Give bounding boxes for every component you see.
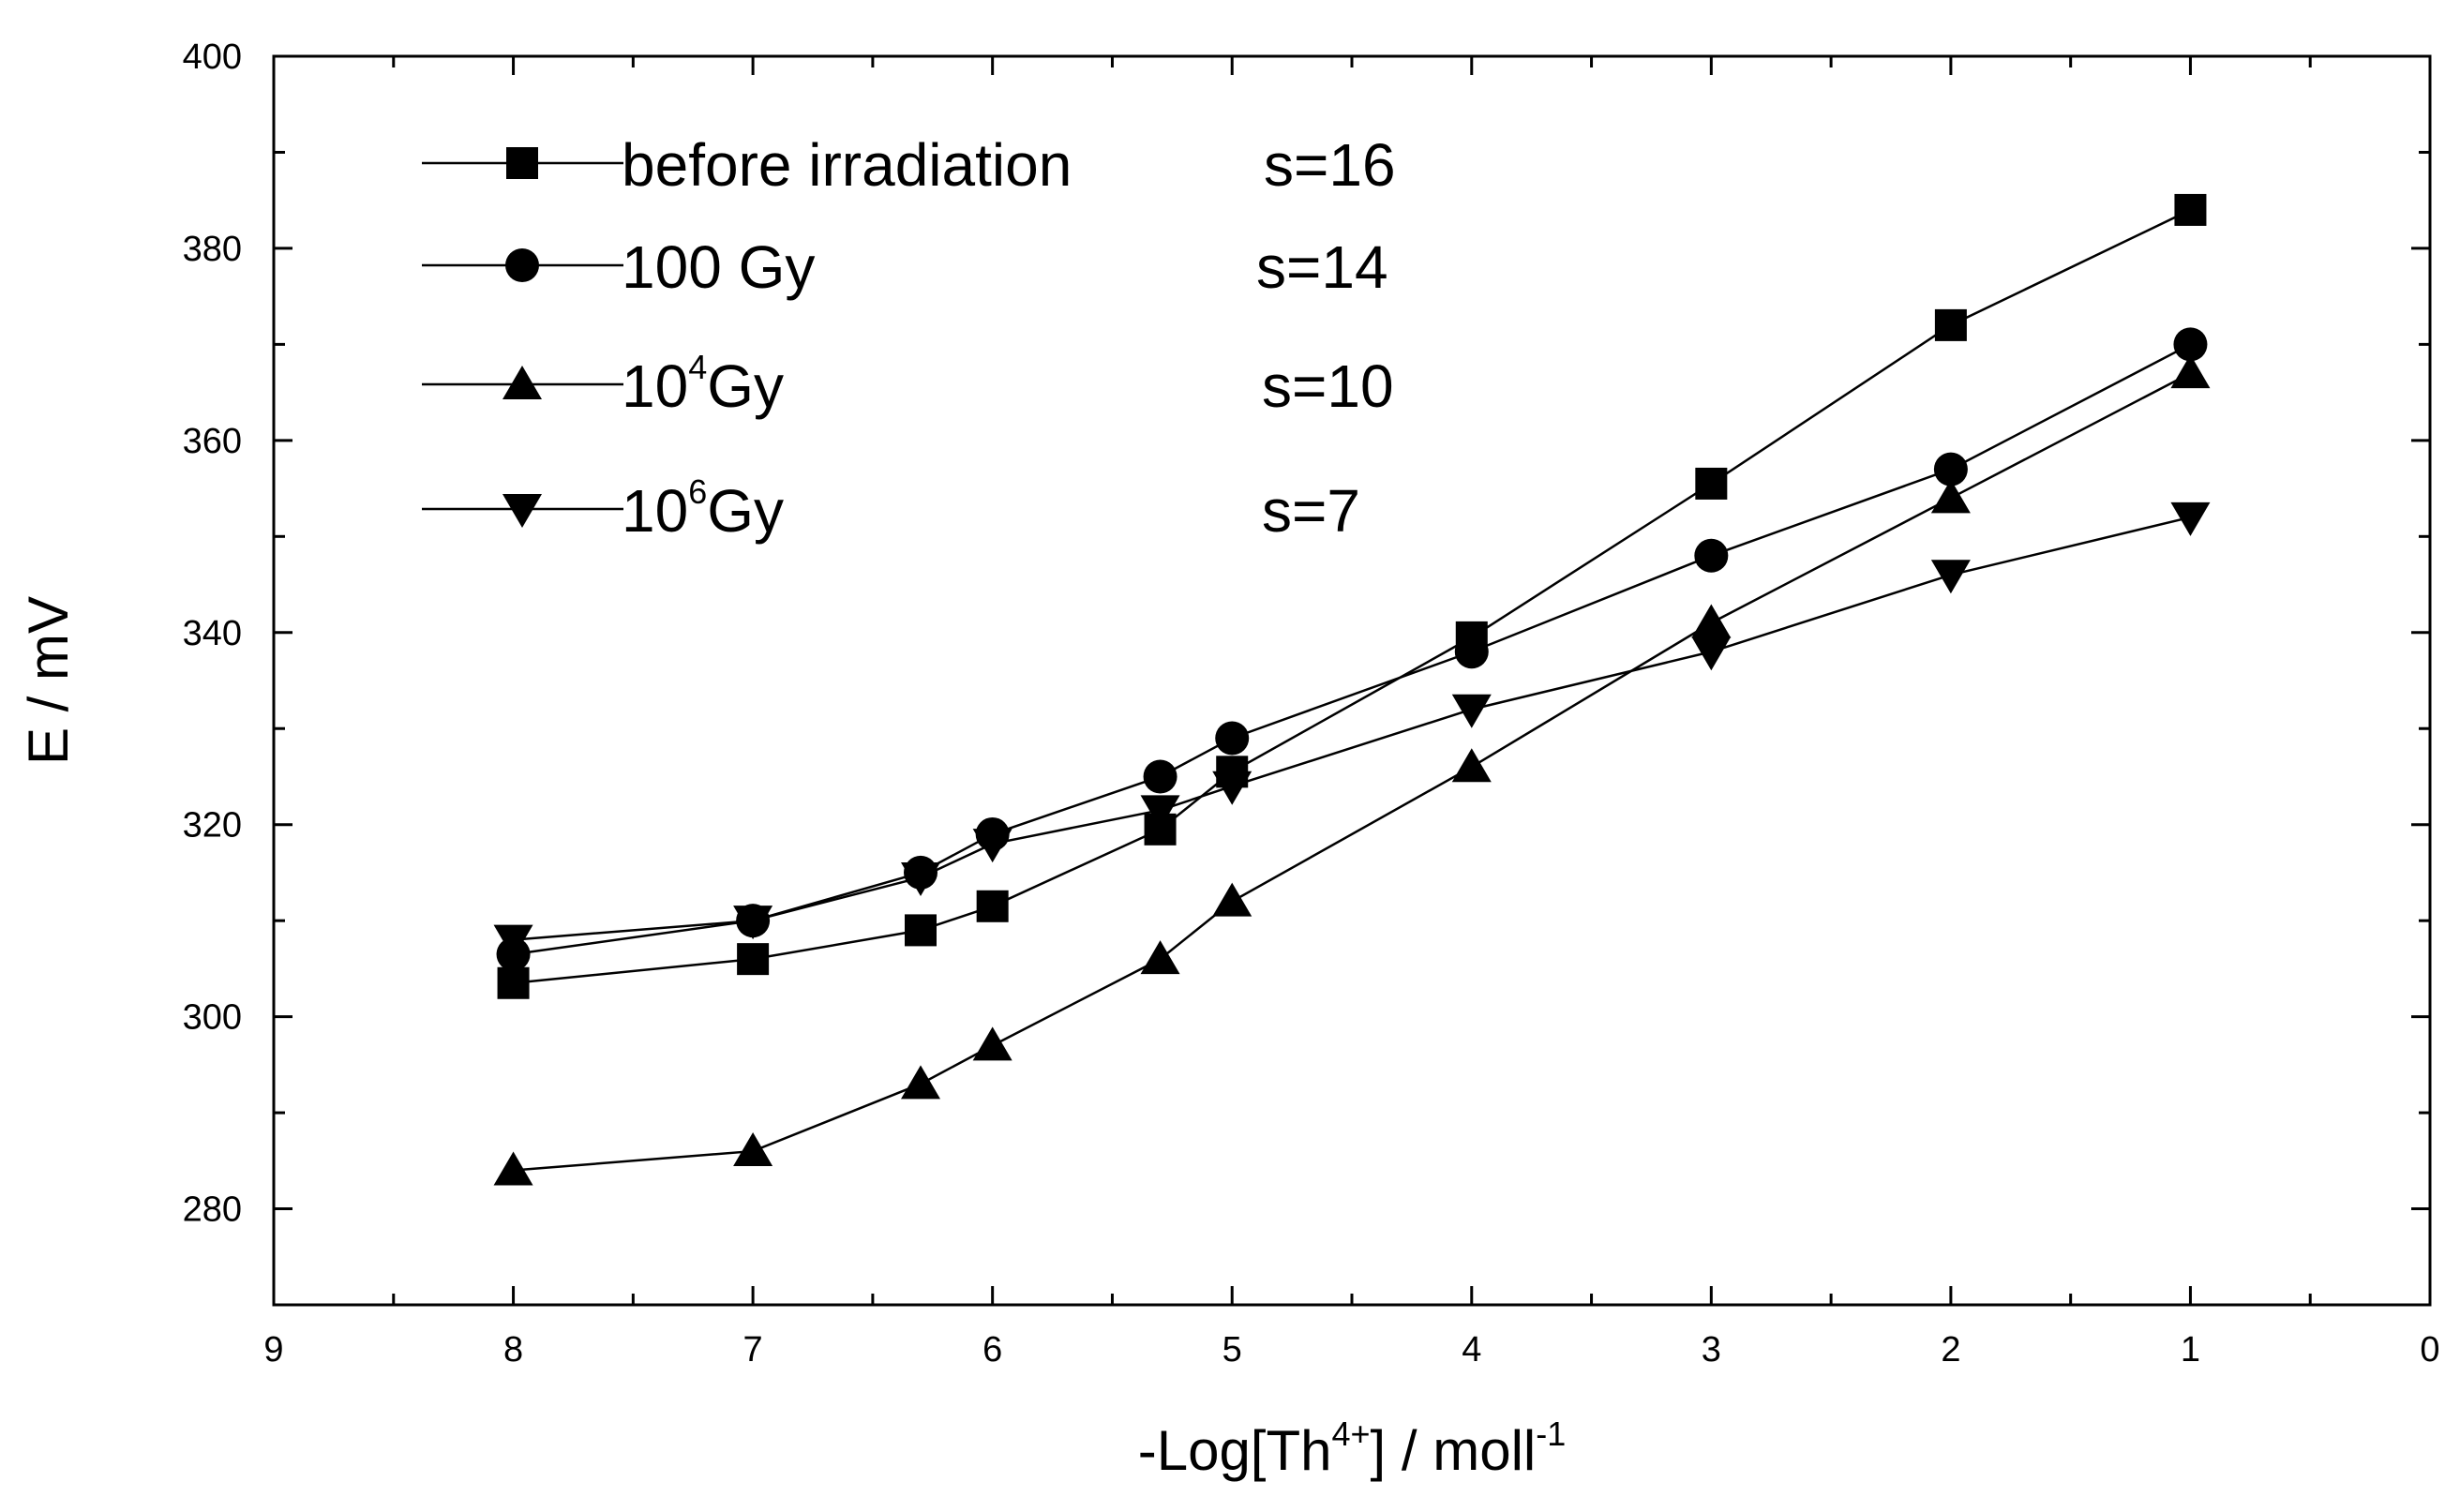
x-tick-label: 6 <box>982 1330 1002 1370</box>
legend-slope: s=7 <box>1262 477 1360 545</box>
x-tick-label: 2 <box>1941 1330 1960 1370</box>
series-line <box>513 208 2191 984</box>
data-point <box>2174 193 2207 226</box>
legend-item: before irradiation s=16 <box>422 131 1396 199</box>
legend-label: 104Gy <box>622 348 784 420</box>
x-tick-label: 9 <box>263 1330 283 1370</box>
data-point <box>976 890 1009 922</box>
x-axis-title-mid: ] / moll <box>1371 1419 1537 1482</box>
data-point <box>1143 759 1178 794</box>
y-tick-label: 300 <box>183 998 242 1038</box>
y-tick-label: 320 <box>183 806 242 846</box>
legend-marker <box>506 147 538 179</box>
legend-label-tail: Gy <box>707 477 784 545</box>
data-point <box>1215 721 1250 756</box>
data-point <box>497 966 530 999</box>
data-point <box>1933 452 1968 487</box>
legend-label-main: 100 Gy <box>622 233 815 301</box>
legend-label-sup: 6 <box>688 472 707 511</box>
legend-item: 104Gy s=10 <box>422 348 1394 420</box>
x-tick-label: 7 <box>743 1330 763 1370</box>
legend-label: 100 Gy <box>622 233 815 301</box>
data-point <box>1930 560 1971 594</box>
legend-label-tail: Gy <box>707 352 784 420</box>
x-axis-title-sup2: -1 <box>1536 1415 1566 1453</box>
legend-label-main: 10 <box>622 352 688 420</box>
series-layer <box>493 193 2211 1186</box>
legend-slope: s=14 <box>1256 233 1388 301</box>
data-point <box>2170 502 2211 536</box>
data-point <box>1694 538 1729 573</box>
y-tick-label: 360 <box>183 422 242 461</box>
x-tick-label: 4 <box>1462 1330 1481 1370</box>
legend-item: 100 Gy s=14 <box>422 233 1388 301</box>
data-point <box>2170 354 2211 389</box>
data-point <box>1212 882 1252 917</box>
data-point <box>1691 636 1732 671</box>
legend-slope: s=10 <box>1262 352 1394 420</box>
data-point <box>2173 327 2208 362</box>
series-line <box>513 372 2192 1172</box>
series-line <box>513 343 2192 956</box>
data-point <box>972 829 1012 863</box>
data-point <box>1451 694 1492 728</box>
legend-item: 106Gy s=7 <box>422 472 1360 545</box>
data-point <box>1930 479 1971 514</box>
x-tick-label: 8 <box>503 1330 523 1370</box>
legend-label-main: before irradiation <box>622 131 1072 199</box>
legend-label-sup: 4 <box>688 348 707 386</box>
series-line <box>513 516 2191 941</box>
legend-marker <box>505 248 539 282</box>
legend-label: 106Gy <box>622 472 784 545</box>
data-point <box>1454 635 1489 669</box>
x-tick-label: 3 <box>1702 1330 1721 1370</box>
data-point <box>1140 795 1180 830</box>
data-point <box>493 1151 533 1186</box>
y-axis-title: E / mV <box>17 596 80 765</box>
data-point <box>901 862 940 897</box>
y-tick-label: 380 <box>183 230 242 269</box>
x-axis-title: -Log[Th4+] / moll-1 <box>1138 1415 1567 1482</box>
x-axis-title-sup: 4+ <box>1332 1415 1371 1453</box>
x-tick-label: 5 <box>1222 1330 1242 1370</box>
y-tick-label: 340 <box>183 614 242 653</box>
legend-slope: s=16 <box>1264 131 1396 199</box>
data-point <box>1212 771 1252 805</box>
data-point <box>733 1132 773 1167</box>
series-3 <box>493 354 2211 1186</box>
data-point <box>1451 748 1492 783</box>
legend-label-main: 10 <box>622 477 688 545</box>
data-point <box>737 943 770 976</box>
data-point <box>972 1026 1012 1061</box>
x-axis-title-main: -Log[Th <box>1138 1419 1332 1482</box>
series-4 <box>493 502 2211 959</box>
data-point <box>1691 604 1732 638</box>
data-point <box>1140 940 1180 975</box>
data-point <box>733 906 773 940</box>
x-tick-label: 1 <box>2181 1330 2200 1370</box>
legend-label: before irradiation <box>622 131 1072 199</box>
data-point <box>905 914 937 947</box>
y-tick-label: 280 <box>183 1190 242 1230</box>
data-point <box>493 924 533 959</box>
data-point <box>1695 467 1728 500</box>
x-tick-label: 0 <box>2420 1330 2439 1370</box>
legend-marker <box>502 494 542 528</box>
legend-marker <box>502 366 542 399</box>
y-tick-label: 400 <box>183 37 242 77</box>
data-point <box>901 1065 940 1100</box>
series-2 <box>496 327 2208 972</box>
series-1 <box>497 193 2207 999</box>
data-point <box>1934 308 1967 341</box>
